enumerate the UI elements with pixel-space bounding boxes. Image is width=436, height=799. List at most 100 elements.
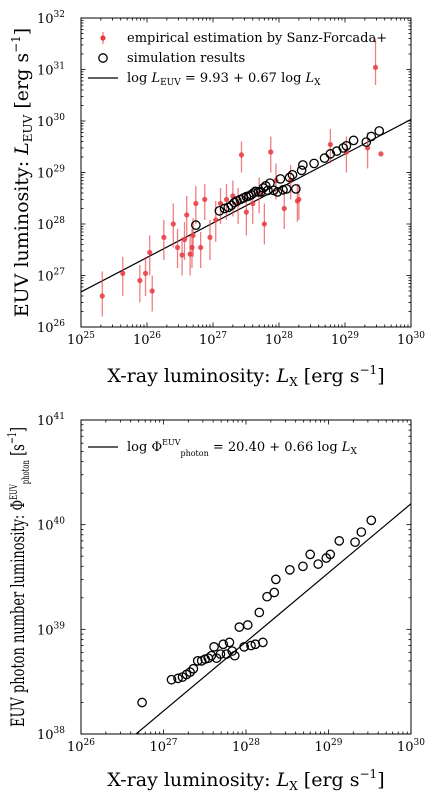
y-tick-label: 1030 (37, 113, 65, 130)
simulation-point (214, 206, 225, 216)
simulation-series (137, 515, 377, 708)
y-tick-label: 1038 (37, 726, 65, 743)
plot-area (81, 38, 411, 317)
empirical-point (243, 209, 249, 215)
legend: empirical estimation by Sanz-Forcada+ sim… (88, 31, 387, 88)
simulation-point (258, 183, 269, 193)
empirical-point (378, 151, 384, 157)
y-tick-label: 1032 (37, 10, 65, 27)
x-tick-label: 1025 (67, 331, 95, 348)
y-tick-label: 1028 (37, 216, 65, 233)
simulation-point (341, 140, 352, 151)
empirical-point (137, 277, 143, 284)
legend-label-fit: log LEUV = 9.93 + 0.67 log LX (127, 71, 321, 88)
fit-line (135, 503, 411, 734)
simulation-point (218, 639, 229, 650)
empirical-point (202, 196, 208, 203)
x-tick-label: 1026 (133, 331, 161, 348)
empirical-point (184, 212, 190, 218)
y-tick-label: 1041 (37, 412, 65, 429)
empirical-point (149, 288, 155, 294)
x-tick-label: 1027 (199, 331, 227, 348)
simulation-point (350, 537, 360, 548)
legend-label-empirical: empirical estimation by Sanz-Forcada+ (127, 31, 387, 46)
y-tick-label: 1039 (37, 621, 65, 638)
simulation-point (305, 549, 316, 560)
x-tick-label: 1027 (150, 738, 178, 755)
empirical-point (268, 149, 274, 155)
simulation-point (296, 165, 307, 176)
empirical-point (281, 205, 287, 212)
simulation-point (284, 565, 295, 575)
legend-label-simulation: simulation results (127, 51, 245, 66)
simulation-point (287, 170, 298, 180)
simulation-point (242, 620, 253, 630)
legend-label-fit: log ΦEUVphoton = 20.40 + 0.66 log LX (127, 438, 357, 458)
simulation-point (262, 591, 272, 602)
empirical-point (207, 234, 213, 240)
simulation-point (215, 649, 226, 659)
simulation-point (309, 158, 319, 169)
simulation-point (248, 188, 259, 198)
simulation-point (229, 650, 240, 661)
x-tick-label: 1029 (315, 738, 343, 755)
simulation-point (206, 650, 217, 661)
simulation-point (275, 174, 286, 184)
empirical-point (99, 293, 105, 299)
simulation-point (185, 667, 195, 677)
empirical-point (193, 200, 199, 207)
simulation-point (290, 184, 301, 194)
empirical-point (213, 217, 219, 223)
y-tick-label: 1029 (37, 165, 65, 182)
x-tick-label: 1026 (67, 738, 95, 755)
simulation-point (325, 149, 336, 159)
simulation-point (254, 607, 265, 618)
plot-frame (80, 17, 412, 328)
simulation-point (166, 674, 177, 685)
simulation-point (173, 673, 183, 684)
plot-frame (80, 419, 412, 735)
empirical-point (170, 221, 176, 227)
empirical-point (181, 236, 188, 243)
simulation-point (325, 549, 336, 560)
empirical-point (296, 196, 302, 203)
empirical-point (161, 234, 167, 240)
x-tick-label: 1030 (397, 738, 425, 755)
y-tick-label: 1031 (37, 62, 65, 79)
simulation-point (192, 655, 203, 666)
simulation-point (366, 515, 377, 526)
simulation-point (234, 622, 245, 632)
simulation-point (374, 126, 385, 136)
simulation-point (188, 663, 199, 674)
x-axis-label: X-ray luminosity: LX [erg s−1] (107, 363, 384, 389)
empirical-point (179, 252, 185, 258)
empirical-point (238, 152, 245, 158)
simulation-point (137, 697, 147, 708)
simulation-point (227, 646, 238, 656)
simulation-point (272, 187, 283, 197)
simulation-point (319, 153, 330, 163)
simulation-point (263, 185, 273, 196)
empirical-point (190, 232, 196, 239)
simulation-point (209, 642, 219, 652)
empirical-point (261, 221, 267, 227)
simulation-point (334, 536, 345, 546)
simulation-point (246, 640, 256, 651)
euv-luminosity-chart: 1025 1026 1027 1028 1029 10301026102710281029… (9, 10, 425, 389)
simulation-point (269, 587, 280, 598)
x-tick-label: 1029 (331, 331, 359, 348)
simulation-point (366, 131, 377, 142)
y-tick-label: 1027 (37, 268, 65, 285)
legend-empirical-marker (100, 35, 106, 41)
simulation-point (224, 637, 235, 648)
axis-ticks (80, 419, 412, 735)
empirical-point (327, 141, 333, 148)
simulation-point (298, 160, 308, 170)
simulation-point (257, 637, 268, 648)
simulation-point (348, 135, 359, 146)
simulation-point (284, 172, 295, 183)
empirical-point (120, 270, 126, 276)
empirical-point (250, 200, 256, 207)
euv-photon-chart: 1026 1027 1028 1029 1030 1038 1039 1040 1041 log … (5, 412, 425, 793)
